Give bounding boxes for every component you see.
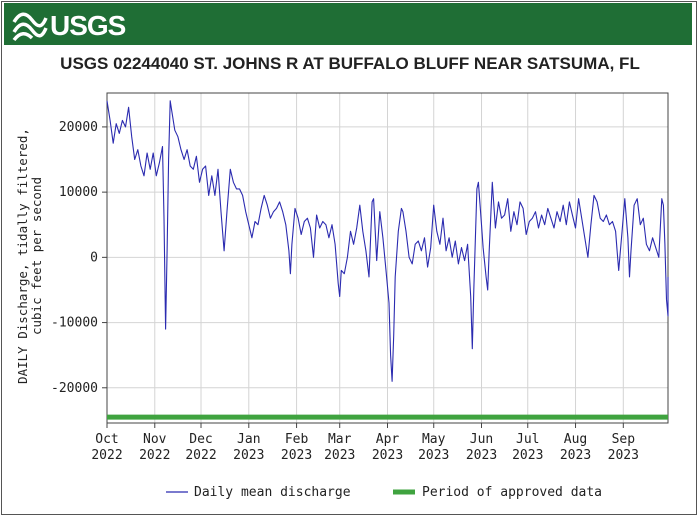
legend-series-label: Daily mean discharge [194, 485, 351, 500]
x-tick-month: Jan [237, 432, 260, 447]
x-tick-month: Apr [376, 432, 400, 447]
y-tick-label: 10000 [59, 185, 98, 200]
x-tick-month: Sep [612, 432, 636, 447]
y-tick-label: 0 [90, 250, 98, 265]
x-tick-month: Jun [470, 432, 493, 447]
x-tick-labels: Oct2022Nov2022Dec2022Jan2023Feb2023Mar20… [91, 423, 639, 463]
discharge-series-line [106, 100, 669, 382]
x-tick-month: Dec [189, 432, 212, 447]
x-tick-year: 2023 [418, 448, 449, 463]
x-tick-year: 2022 [91, 448, 122, 463]
legend-approved-label: Period of approved data [422, 485, 602, 500]
x-tick-year: 2023 [466, 448, 497, 463]
x-tick-year: 2023 [372, 448, 403, 463]
y-tick-label: 20000 [59, 120, 98, 135]
x-tick-year: 2023 [233, 448, 264, 463]
y-tick-labels: 20000 10000 0 -10000 -20000 [51, 120, 107, 396]
y-tick-label: -10000 [51, 316, 98, 331]
x-tick-month: Oct [95, 432, 118, 447]
chart-title: USGS 02244040 ST. JOHNS R AT BUFFALO BLU… [60, 54, 640, 73]
x-tick-month: Nov [143, 432, 167, 447]
usgs-logo[interactable]: USGS [12, 8, 126, 42]
x-tick-year: 2023 [281, 448, 312, 463]
x-tick-year: 2023 [608, 448, 639, 463]
x-tick-year: 2023 [324, 448, 355, 463]
usgs-logo-text: USGS [50, 10, 126, 41]
usgs-wave-icon [12, 12, 48, 42]
x-tick-month: May [422, 432, 446, 447]
x-tick-month: Jul [516, 432, 539, 447]
series-layer [106, 100, 669, 382]
legend: Daily mean discharge Period of approved … [0, 482, 700, 502]
x-tick-month: Aug [564, 432, 587, 447]
x-tick-month: Feb [285, 432, 309, 447]
y-tick-label: -20000 [51, 381, 98, 396]
x-tick-year: 2023 [560, 448, 591, 463]
x-tick-year: 2022 [139, 448, 170, 463]
x-tick-year: 2022 [185, 448, 216, 463]
usgs-banner: USGS [4, 3, 692, 45]
x-tick-month: Mar [328, 432, 352, 447]
x-tick-year: 2023 [512, 448, 543, 463]
grid-lines [107, 93, 668, 423]
